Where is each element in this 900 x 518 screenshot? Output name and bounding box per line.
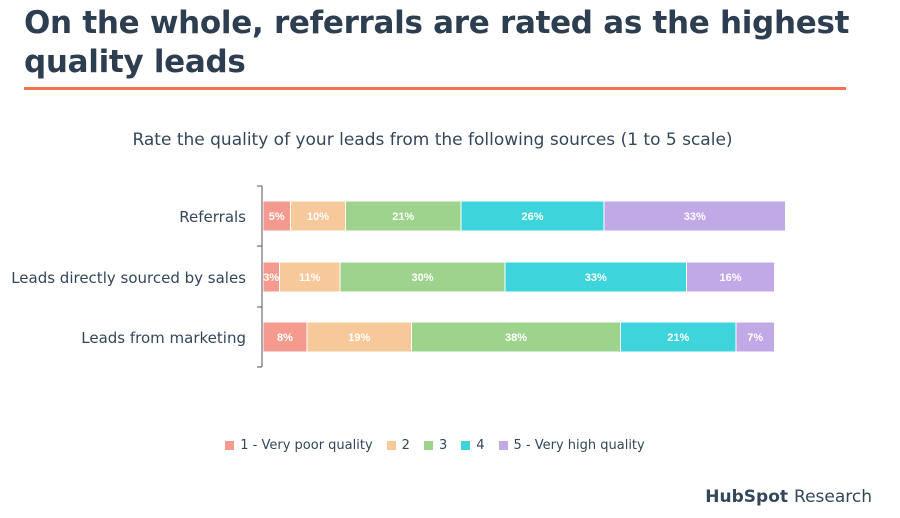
- bar-data-label: 3%: [263, 272, 279, 284]
- bar-data-label: 19%: [348, 332, 370, 344]
- bar-data-label: 21%: [667, 332, 689, 344]
- bar-segment: [460, 200, 605, 232]
- page-title: On the whole, referrals are rated as the…: [24, 5, 850, 80]
- legend-swatch: [225, 441, 235, 450]
- brand-footer: HubSpot Research: [705, 487, 872, 507]
- bar-segment: [279, 261, 341, 293]
- bar-data-label: 33%: [585, 272, 607, 284]
- bar-segment: [306, 321, 412, 353]
- bar-data-label: 11%: [299, 272, 321, 284]
- bar-data-label: 21%: [392, 211, 414, 223]
- bar-segment: [339, 261, 506, 293]
- legend-swatch: [461, 441, 471, 450]
- legend-item: 4: [461, 438, 485, 453]
- legend-label: 1 - Very poor quality: [240, 438, 373, 453]
- bar-segment: [290, 200, 346, 232]
- bar-segment: [262, 321, 308, 353]
- bar-segment: [411, 321, 621, 353]
- hubspot-logo: HubSpot: [705, 487, 789, 507]
- bar-data-label: 38%: [505, 332, 527, 344]
- bar-segment: [603, 200, 786, 232]
- bar-data-label: 7%: [747, 332, 763, 344]
- chart-legend: 1 - Very poor quality 2 3 4 5 - Very high qu…: [0, 438, 870, 453]
- legend-item: 2: [386, 438, 410, 453]
- category-label: Leads directly sourced by sales: [11, 269, 246, 287]
- brand-research-label: Research: [794, 487, 872, 507]
- bar-data-label: 8%: [277, 332, 293, 344]
- bar-data-label: 5%: [269, 211, 285, 223]
- bar-data-label: 26%: [521, 211, 543, 223]
- legend-swatch: [423, 441, 433, 450]
- legend-item: 3: [423, 438, 448, 453]
- chart-title: Rate the quality of your leads from the …: [132, 130, 733, 150]
- bar-data-label: 30%: [411, 272, 433, 284]
- category-label: Referrals: [179, 208, 246, 226]
- bar-data-label: 16%: [719, 272, 741, 284]
- legend-label: 2: [401, 438, 410, 453]
- bar-segment: [504, 261, 687, 293]
- bar-segment: [686, 261, 775, 293]
- category-label: Leads from marketing: [81, 329, 246, 347]
- title-underline: [24, 87, 846, 90]
- legend-label: 3: [438, 438, 448, 453]
- legend-swatch: [386, 441, 396, 450]
- legend-label: 4: [476, 438, 485, 453]
- bar-data-label: 33%: [684, 211, 706, 223]
- bar-data-label: 10%: [307, 211, 329, 223]
- legend-label: 5 - Very high quality: [513, 438, 645, 453]
- legend-item: 5 - Very high quality: [498, 438, 645, 453]
- legend-swatch: [498, 441, 508, 450]
- legend-item: 1 - Very poor quality: [225, 438, 373, 453]
- bar-segment: [735, 321, 775, 353]
